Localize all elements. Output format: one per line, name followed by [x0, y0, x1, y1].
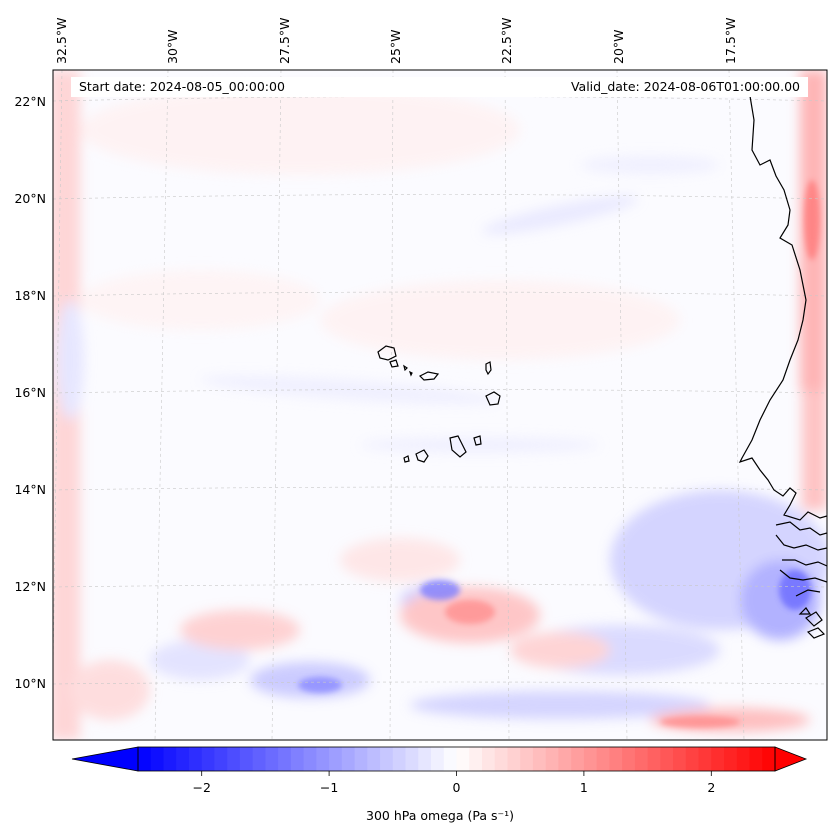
- colorbar-step: [698, 747, 712, 771]
- colorbar-step: [431, 747, 445, 771]
- sal: [485, 361, 492, 376]
- colorbar-step: [201, 747, 216, 771]
- colorbar-step: [583, 747, 598, 771]
- colorbar-step: [469, 747, 483, 771]
- map-frame: [52, 69, 828, 741]
- lon-tick-label: 20°W: [611, 29, 626, 64]
- sao-vicente: [389, 359, 399, 368]
- valid-date: Valid_date: 2024-08-06T01:00:00.00: [571, 79, 800, 94]
- colorbar-step: [443, 747, 458, 771]
- lon-tick-label: 32.5°W: [54, 18, 69, 64]
- colorbar-step: [736, 747, 751, 771]
- colorbar-tick-label: 0: [453, 780, 461, 795]
- colorbar-step: [278, 747, 292, 771]
- colorbar-ticks: −2 −1 0 1 2: [192, 771, 715, 795]
- omega-field: [53, 70, 827, 740]
- colorbar-step: [762, 747, 776, 771]
- colorbar-step: [481, 747, 496, 771]
- colorbar-step: [290, 747, 305, 771]
- lon-tick-label: 30°W: [165, 29, 180, 64]
- colorbar-step: [239, 747, 254, 771]
- colorbar-step: [507, 747, 521, 771]
- colorbar-step: [558, 747, 572, 771]
- graticule: [53, 70, 827, 740]
- lat-tick-label: 22°N: [14, 94, 46, 109]
- colorbar-step: [545, 747, 560, 771]
- colorbar-step: [380, 747, 394, 771]
- colorbar-step: [138, 747, 152, 771]
- colorbar-step: [749, 747, 763, 771]
- boa-vista: [485, 391, 501, 406]
- africa-coastline: [738, 95, 827, 521]
- lon-tick-label: 25°W: [388, 29, 403, 64]
- colorbar-tick-label: 1: [580, 780, 588, 795]
- lon-tick-label: 27.5°W: [277, 18, 292, 64]
- coastlines: [377, 95, 827, 639]
- brava: [403, 455, 410, 463]
- lat-tick-label: 16°N: [14, 385, 46, 400]
- colorbar-step: [367, 747, 381, 771]
- colorbar-step: [647, 747, 661, 771]
- colorbar-step: [685, 747, 700, 771]
- colorbar-step: [329, 747, 343, 771]
- colorbar-step: [622, 747, 636, 771]
- colorbar-step: [418, 747, 432, 771]
- longitude-labels: 32.5°W 30°W 27.5°W 25°W 22.5°W 20°W 17.5°W: [54, 18, 738, 64]
- colorbar-tick-label: −1: [320, 780, 338, 795]
- colorbar-step: [316, 747, 330, 771]
- colorbar-step: [609, 747, 623, 771]
- colorbar-step: [456, 747, 470, 771]
- colorbar-step: [634, 747, 649, 771]
- colorbar-step: [571, 747, 585, 771]
- lat-tick-label: 18°N: [14, 288, 46, 303]
- colorbar-tick-label: 2: [707, 780, 715, 795]
- map-panel: Start date: 2024-08-05_00:00:00 Valid_da…: [52, 69, 828, 741]
- colorbar-step: [532, 747, 547, 771]
- latitude-labels: 22°N 20°N 18°N 16°N 14°N 12°N 10°N: [14, 94, 46, 691]
- colorbar-step: [163, 747, 177, 771]
- colorbar-step: [354, 747, 368, 771]
- lat-tick-label: 20°N: [14, 191, 46, 206]
- colorbar: −2 −1 0 1 2 300 hPa omega (Pa s⁻¹): [71, 746, 808, 823]
- colorbar-step: [660, 747, 674, 771]
- lon-tick-label: 22.5°W: [499, 18, 514, 64]
- colorbar-step: [176, 747, 190, 771]
- fogo: [415, 449, 429, 463]
- colorbar-step: [494, 747, 509, 771]
- lat-tick-label: 10°N: [14, 676, 46, 691]
- colorbar-max-extend: [774, 746, 808, 772]
- colorbar-step: [150, 747, 165, 771]
- colorbar-step: [214, 747, 228, 771]
- colorbar-step: [392, 747, 407, 771]
- colorbar-step: [711, 747, 725, 771]
- sao-nicolau: [418, 371, 440, 381]
- maio: [473, 435, 482, 446]
- lon-tick-label: 17.5°W: [723, 18, 738, 64]
- colorbar-step: [303, 747, 317, 771]
- santo-antao: [377, 345, 397, 361]
- colorbar-label: 300 hPa omega (Pa s⁻¹): [366, 808, 514, 823]
- lat-tick-label: 12°N: [14, 579, 46, 594]
- colorbar-step: [227, 747, 241, 771]
- info-bar: [71, 77, 808, 97]
- colorbar-step: [405, 747, 419, 771]
- start-date: Start date: 2024-08-05_00:00:00: [79, 79, 285, 94]
- santiago: [449, 435, 467, 458]
- colorbar-step: [265, 747, 279, 771]
- colorbar-step: [520, 747, 534, 771]
- colorbar-step: [596, 747, 610, 771]
- colorbar-step: [188, 747, 203, 771]
- colorbar-step: [673, 747, 687, 771]
- lat-tick-label: 14°N: [14, 482, 46, 497]
- colorbar-step: [252, 747, 266, 771]
- colorbar-step: [341, 747, 356, 771]
- colorbar-tick-label: −2: [192, 780, 210, 795]
- colorbar-step: [724, 747, 738, 771]
- colorbar-min-extend: [71, 746, 139, 772]
- colorbar-steps: [138, 747, 776, 771]
